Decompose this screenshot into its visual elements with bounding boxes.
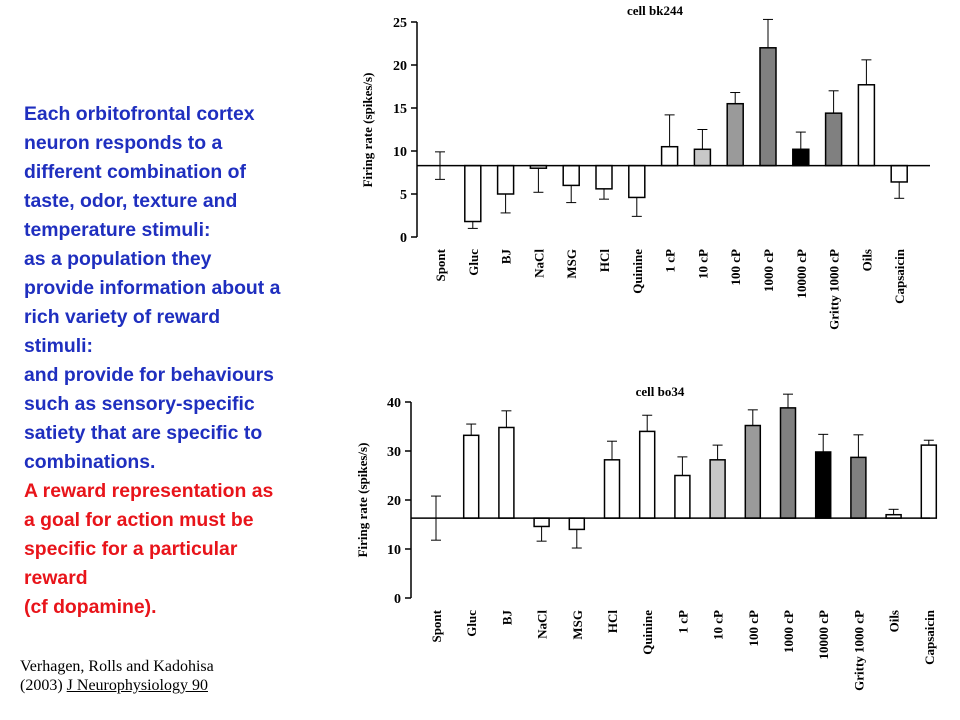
bar bbox=[464, 164, 482, 223]
bar bbox=[562, 164, 580, 187]
description-line: combinations. bbox=[24, 451, 156, 473]
description-line: satiety that are specific to bbox=[24, 422, 263, 444]
bar bbox=[693, 148, 712, 167]
citation-journal: J Neurophysiology 90 bbox=[66, 677, 208, 694]
bar bbox=[726, 102, 744, 167]
bar bbox=[498, 426, 515, 519]
x-tick-label: 100 cP bbox=[746, 610, 761, 647]
bar bbox=[744, 424, 762, 519]
bar bbox=[603, 459, 621, 519]
description-line: such as sensory-specific bbox=[24, 393, 255, 415]
highlight-line: reward bbox=[24, 567, 88, 589]
bar bbox=[779, 407, 797, 519]
y-tick-label: 0 bbox=[394, 592, 401, 607]
bar bbox=[890, 164, 908, 183]
description-line: rich variety of reward bbox=[24, 306, 221, 328]
description-line: provide information about a bbox=[24, 277, 281, 299]
chart-title: cell bo34 bbox=[636, 384, 685, 399]
x-tick-label: Quinine bbox=[640, 610, 655, 655]
x-tick-label: 10000 cP bbox=[816, 610, 831, 660]
bar bbox=[638, 430, 656, 519]
highlight-line: (cf dopamine). bbox=[24, 596, 157, 618]
x-tick-label: 1 cP bbox=[675, 610, 690, 634]
chart-title: cell bk244 bbox=[627, 3, 683, 18]
citation: Verhagen, Rolls and Kadohisa (2003) J Ne… bbox=[20, 657, 214, 695]
y-tick-label: 25 bbox=[393, 16, 407, 31]
y-tick-label: 10 bbox=[393, 145, 407, 160]
x-tick-label: Gritty 1000 cP bbox=[851, 610, 866, 691]
x-tick-label: 10000 cP bbox=[794, 249, 809, 299]
x-tick-label: 1000 cP bbox=[781, 610, 796, 653]
bar bbox=[462, 434, 480, 519]
x-tick-label: Gluc bbox=[464, 610, 479, 637]
y-tick-label: 15 bbox=[393, 102, 407, 117]
y-tick-label: 30 bbox=[387, 445, 401, 460]
x-tick-label: Gritty 1000 cP bbox=[827, 249, 842, 330]
highlight-line: specific for a particular bbox=[24, 538, 238, 560]
description-line: Each orbitofrontal cortex bbox=[24, 103, 255, 125]
highlight-line: A reward representation as bbox=[24, 480, 274, 502]
x-tick-label: Capsaicin bbox=[892, 248, 907, 304]
x-tick-label: 10 cP bbox=[695, 249, 710, 279]
description-line: different combination of bbox=[24, 161, 246, 183]
bar bbox=[920, 444, 938, 519]
y-tick-label: 40 bbox=[387, 396, 401, 411]
citation-authors: Verhagen, Rolls and Kadohisa bbox=[20, 658, 214, 675]
description-line: neuron responds to a bbox=[24, 132, 223, 154]
bar bbox=[792, 148, 810, 167]
y-tick-label: 10 bbox=[387, 543, 401, 558]
bar bbox=[496, 164, 515, 195]
x-tick-label: Oils bbox=[859, 249, 874, 271]
bar bbox=[857, 84, 876, 167]
bar bbox=[885, 513, 902, 519]
citation-year-journal: (2003) J Neurophysiology 90 bbox=[20, 676, 214, 695]
x-tick-label: BJ bbox=[499, 610, 514, 626]
bar bbox=[759, 47, 777, 167]
y-tick-label: 5 bbox=[400, 188, 407, 203]
x-tick-label: MSG bbox=[570, 610, 585, 640]
bar bbox=[709, 459, 726, 519]
bar bbox=[674, 474, 691, 519]
bar bbox=[529, 164, 548, 169]
highlight-line: a goal for action must be bbox=[24, 509, 254, 531]
y-tick-label: 20 bbox=[387, 494, 401, 509]
x-tick-label: 10 cP bbox=[711, 610, 726, 640]
description-line: as a population they bbox=[24, 248, 212, 270]
x-tick-label: 100 cP bbox=[728, 249, 743, 286]
y-axis-label: Firing rate (spikes/s) bbox=[360, 73, 375, 188]
bar bbox=[660, 145, 679, 167]
x-tick-label: MSG bbox=[564, 249, 579, 279]
bar bbox=[814, 451, 832, 519]
x-tick-label: NaCl bbox=[531, 249, 546, 278]
description-line: taste, odor, texture and bbox=[24, 190, 238, 212]
x-tick-label: Gluc bbox=[466, 249, 481, 276]
x-tick-label: 1 cP bbox=[663, 249, 678, 273]
description-line: and provide for behaviours bbox=[24, 364, 274, 386]
y-axis-label: Firing rate (spikes/s) bbox=[355, 443, 370, 558]
y-tick-label: 20 bbox=[393, 59, 407, 74]
description-text: Each orbitofrontal cortex neuron responds… bbox=[24, 100, 354, 622]
bar bbox=[533, 517, 550, 528]
x-tick-label: 1000 cP bbox=[761, 249, 776, 292]
x-tick-label: NaCl bbox=[535, 610, 550, 639]
x-tick-label: Spont bbox=[429, 609, 444, 642]
citation-year: (2003) bbox=[20, 677, 67, 694]
x-tick-label: Capsaicin bbox=[922, 609, 937, 665]
x-tick-label: Quinine bbox=[630, 249, 645, 294]
description-line: temperature stimuli: bbox=[24, 219, 211, 241]
bar bbox=[595, 164, 613, 190]
x-tick-label: BJ bbox=[499, 249, 514, 265]
x-tick-label: Spont bbox=[433, 248, 448, 281]
bar bbox=[568, 517, 586, 531]
bar bbox=[824, 112, 843, 167]
x-tick-label: Oils bbox=[887, 610, 902, 632]
x-tick-label: HCl bbox=[597, 249, 612, 273]
bar bbox=[628, 164, 646, 199]
bar bbox=[850, 456, 867, 519]
x-tick-label: HCl bbox=[605, 610, 620, 634]
description-line: stimuli: bbox=[24, 335, 93, 357]
y-tick-label: 0 bbox=[400, 231, 407, 246]
